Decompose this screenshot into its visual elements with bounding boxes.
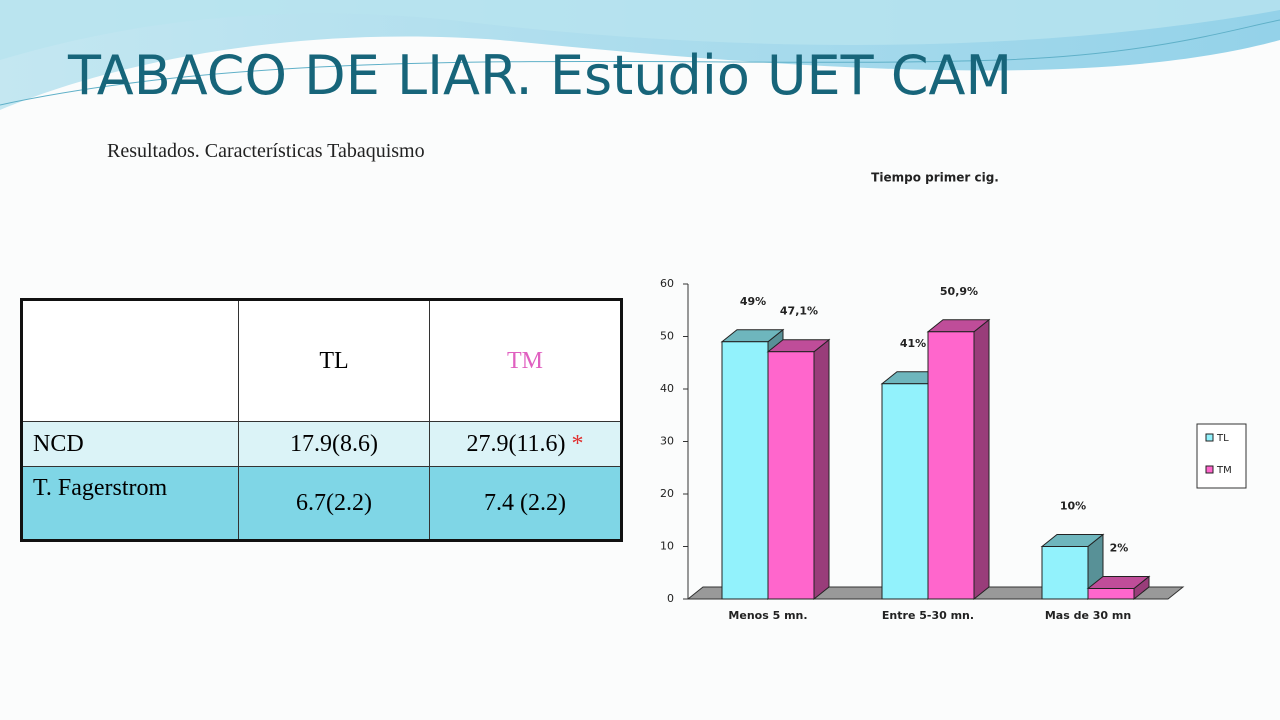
title: TABACO DE LIAR. Estudio UET CAM — [68, 44, 1013, 107]
legend-box — [1196, 423, 1247, 489]
wave — [0, 0, 1280, 60]
empty-cell — [21, 299, 239, 422]
y-tick-label: 40 — [660, 382, 674, 395]
header-cell: TM — [429, 299, 622, 422]
bar — [1087, 588, 1135, 600]
cell: 6.7(2.2) — [238, 466, 430, 541]
cell-text: 27.9(11.6) — [466, 430, 566, 457]
legend-label: TM — [1216, 465, 1232, 476]
data-label: 49% — [740, 295, 766, 308]
data-label: 50,9% — [940, 285, 978, 298]
bar — [1041, 546, 1089, 600]
bar — [767, 351, 815, 600]
x-tick-label: Menos 5 mn. — [728, 609, 807, 622]
data-label: 10% — [1060, 500, 1086, 513]
data-label: 2% — [1110, 542, 1129, 555]
significance-mark: * — [571, 430, 584, 457]
header-cell: TL — [238, 299, 430, 422]
legend-label: TL — [1216, 433, 1229, 444]
legend-swatch — [1205, 433, 1214, 442]
y-tick-label: 0 — [667, 592, 674, 605]
row-label: NCD — [21, 421, 239, 467]
y-tick-label: 60 — [660, 277, 674, 290]
legend-swatch — [1205, 465, 1214, 474]
data-label: 47,1% — [780, 305, 818, 318]
row-label: T. Fagerstrom — [21, 466, 239, 541]
wave-line — [0, 19, 1280, 106]
y-tick-label: 50 — [660, 330, 674, 343]
y-tick-label: 30 — [660, 435, 674, 448]
x-tick-label: Entre 5-30 mn. — [882, 609, 974, 622]
chart-title: Tiempo primer cig. — [871, 171, 999, 185]
cell: 7.4 (2.2) — [429, 466, 622, 541]
bar — [927, 331, 975, 600]
y-tick-label: 10 — [660, 540, 674, 553]
x-tick-label: Mas de 30 mn — [1045, 609, 1131, 622]
bar — [881, 383, 929, 600]
bar-side — [813, 338, 830, 601]
y-tick-label: 20 — [660, 487, 674, 500]
data-label: 41% — [900, 337, 926, 350]
cell: 27.9(11.6) * — [429, 421, 622, 467]
bar-side — [973, 318, 990, 601]
subtitle: Resultados. Características Tabaquismo — [107, 140, 425, 162]
results-table: TL TM NCD 17.9(8.6) 27.9(11.6) * T. Fage… — [20, 298, 623, 542]
bar — [721, 341, 769, 600]
cell: 17.9(8.6) — [238, 421, 430, 467]
